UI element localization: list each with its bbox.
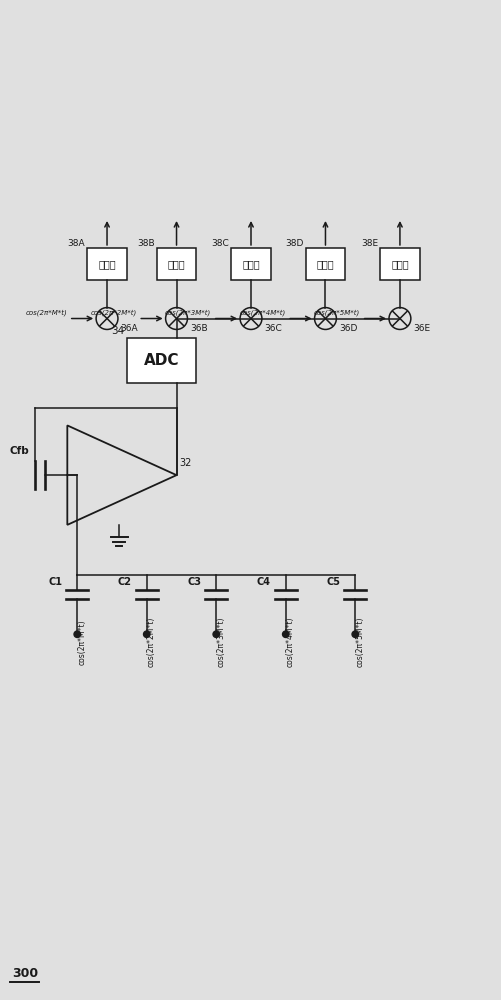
- Text: 积分器: 积分器: [98, 259, 116, 269]
- Text: 36D: 36D: [338, 324, 357, 333]
- Text: cos(2π*3M*t): cos(2π*3M*t): [165, 309, 211, 316]
- Text: Cfb: Cfb: [10, 446, 29, 456]
- Text: ADC: ADC: [144, 353, 179, 368]
- Text: cos(2π*3M*t): cos(2π*3M*t): [216, 616, 225, 667]
- Text: 32: 32: [179, 458, 191, 468]
- Circle shape: [212, 631, 219, 637]
- Text: 积分器: 积分器: [316, 259, 334, 269]
- Bar: [379, 248, 419, 280]
- Text: cos(2π*4M*t): cos(2π*4M*t): [285, 616, 294, 667]
- Text: cos(2π*2M*t): cos(2π*2M*t): [146, 617, 155, 667]
- Text: C5: C5: [326, 577, 340, 587]
- Text: 36A: 36A: [120, 324, 138, 333]
- Bar: [87, 248, 127, 280]
- Circle shape: [282, 631, 289, 637]
- Text: 38D: 38D: [285, 239, 303, 248]
- Text: cos(2π*4M*t): cos(2π*4M*t): [239, 309, 285, 316]
- Text: 34: 34: [111, 326, 124, 336]
- Text: 积分器: 积分器: [390, 259, 408, 269]
- Circle shape: [351, 631, 358, 637]
- Text: 积分器: 积分器: [241, 259, 260, 269]
- Text: C4: C4: [257, 577, 271, 587]
- Bar: [230, 248, 271, 280]
- Text: 38E: 38E: [360, 239, 377, 248]
- Circle shape: [74, 631, 80, 637]
- Text: cos(2π*5M*t): cos(2π*5M*t): [355, 616, 364, 667]
- Text: 38C: 38C: [211, 239, 228, 248]
- Text: 38A: 38A: [68, 239, 85, 248]
- Text: 36B: 36B: [189, 324, 207, 333]
- Text: 36E: 36E: [412, 324, 429, 333]
- Text: 积分器: 积分器: [167, 259, 185, 269]
- Text: C1: C1: [48, 577, 62, 587]
- Bar: [305, 248, 345, 280]
- Text: cos(2π*2M*t): cos(2π*2M*t): [90, 309, 137, 316]
- Text: cos(2π*M*t): cos(2π*M*t): [26, 309, 67, 316]
- Text: 38B: 38B: [137, 239, 154, 248]
- Text: 36C: 36C: [264, 324, 282, 333]
- Text: cos(2π*5M*t): cos(2π*5M*t): [313, 309, 360, 316]
- Text: C3: C3: [187, 577, 201, 587]
- Text: cos(2π*M*t): cos(2π*M*t): [77, 619, 86, 665]
- Text: 300: 300: [12, 967, 38, 980]
- Text: C2: C2: [118, 577, 132, 587]
- Bar: [156, 248, 196, 280]
- Bar: [127, 338, 196, 383]
- Circle shape: [143, 631, 150, 637]
